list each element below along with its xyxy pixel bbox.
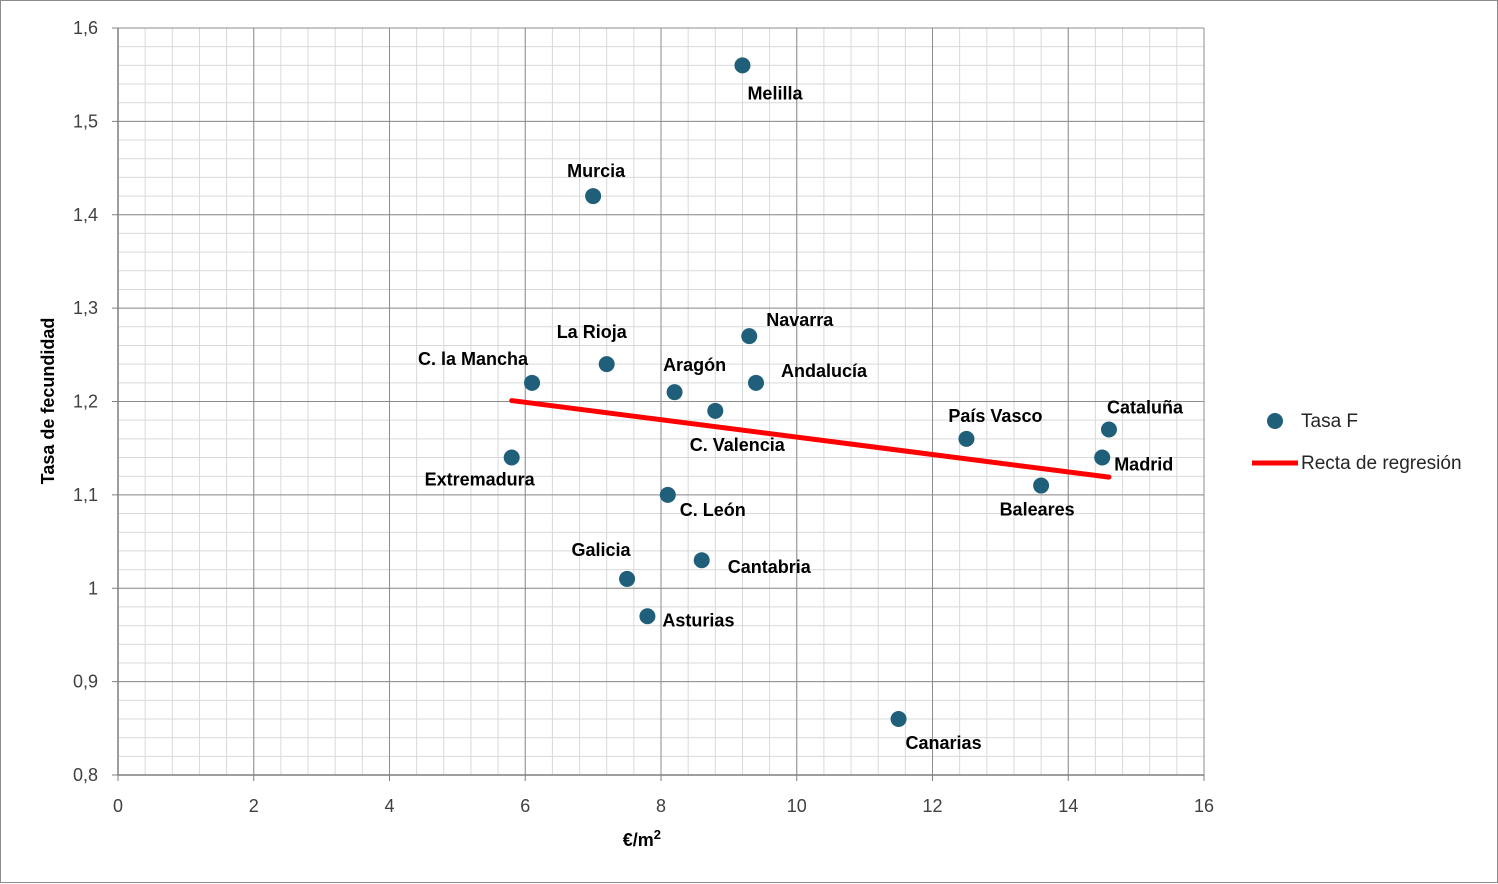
data-point-label: Cantabria bbox=[728, 557, 812, 577]
data-points bbox=[503, 57, 1117, 727]
data-point bbox=[619, 570, 636, 587]
data-point bbox=[524, 374, 541, 391]
data-point bbox=[741, 328, 758, 345]
x-tick-label: 2 bbox=[249, 796, 259, 816]
y-tick-label: 1,2 bbox=[73, 392, 98, 412]
y-tick-label: 1,6 bbox=[73, 18, 98, 38]
x-tick-label: 14 bbox=[1058, 796, 1078, 816]
data-point bbox=[734, 57, 751, 74]
data-point-label: Navarra bbox=[766, 310, 834, 330]
data-point-label: País Vasco bbox=[948, 406, 1042, 426]
x-tick-label: 8 bbox=[656, 796, 666, 816]
x-tick-labels: 0 2 4 6 8 10 12 14 16 bbox=[113, 796, 1214, 816]
data-point bbox=[958, 430, 975, 447]
x-tick-label: 4 bbox=[384, 796, 394, 816]
x-axis-title: €/m2 bbox=[623, 827, 661, 850]
y-tick-label: 0,8 bbox=[73, 765, 98, 785]
data-point bbox=[639, 608, 656, 625]
data-point-label: C. León bbox=[680, 500, 746, 520]
data-point-label: C. la Mancha bbox=[418, 349, 529, 369]
data-point-label: Murcia bbox=[567, 161, 626, 181]
y-tick-labels: 0,8 0,9 1 1,1 1,2 1,3 1,4 1,5 1,6 bbox=[73, 18, 98, 785]
x-tick-label: 12 bbox=[922, 796, 942, 816]
data-point-label: Canarias bbox=[906, 733, 982, 753]
data-point bbox=[659, 486, 676, 503]
regression-line-group bbox=[509, 398, 1112, 480]
x-tick-label: 6 bbox=[520, 796, 530, 816]
y-tick-label: 1,3 bbox=[73, 298, 98, 318]
x-axis-title-text: €/m bbox=[623, 830, 654, 850]
data-point bbox=[598, 356, 615, 373]
data-point-label: Extremadura bbox=[425, 470, 536, 490]
axes bbox=[112, 27, 1205, 781]
data-point-label: Baleares bbox=[1000, 500, 1075, 520]
data-point bbox=[585, 188, 602, 205]
data-point bbox=[748, 374, 765, 391]
x-tick-label: 10 bbox=[787, 796, 807, 816]
regression-line bbox=[509, 398, 1112, 480]
data-point-label: C. Valencia bbox=[690, 435, 786, 455]
data-point bbox=[1094, 449, 1111, 466]
data-point bbox=[666, 384, 683, 401]
y-tick-label: 1,4 bbox=[73, 205, 98, 225]
data-point bbox=[1033, 477, 1050, 494]
y-tick-label: 0,9 bbox=[73, 672, 98, 692]
y-tick-label: 1,5 bbox=[73, 111, 98, 131]
x-tick-label: 16 bbox=[1194, 796, 1214, 816]
y-tick-label: 1 bbox=[88, 578, 98, 598]
data-point bbox=[1100, 421, 1117, 438]
data-point-label: Madrid bbox=[1114, 455, 1173, 475]
data-point-labels: Melilla Murcia La Rioja Navarra C. la Mancha… bbox=[418, 83, 1184, 753]
legend: Tasa F Recta de regresión bbox=[1252, 411, 1462, 474]
data-point bbox=[707, 402, 724, 419]
legend-marker-tasa-f bbox=[1267, 413, 1283, 429]
data-point-label: Cataluña bbox=[1107, 398, 1184, 418]
data-point-label: Andalucía bbox=[781, 361, 868, 381]
data-point-label: Aragón bbox=[663, 355, 726, 375]
data-point bbox=[503, 449, 520, 466]
data-point-label: Galicia bbox=[572, 540, 632, 560]
y-axis-title: Tasa de fecundidad bbox=[38, 318, 58, 485]
legend-label-regression: Recta de regresión bbox=[1301, 453, 1462, 474]
data-point-label: La Rioja bbox=[557, 322, 628, 342]
data-point bbox=[693, 552, 710, 569]
data-point-label: Asturias bbox=[662, 610, 734, 630]
x-tick-label: 0 bbox=[113, 796, 123, 816]
legend-label-tasa-f: Tasa F bbox=[1301, 411, 1358, 432]
x-axis-title-superscript: 2 bbox=[654, 827, 661, 842]
y-tick-label: 1,1 bbox=[73, 485, 98, 505]
data-point-label: Melilla bbox=[747, 83, 803, 103]
data-point bbox=[890, 710, 907, 727]
